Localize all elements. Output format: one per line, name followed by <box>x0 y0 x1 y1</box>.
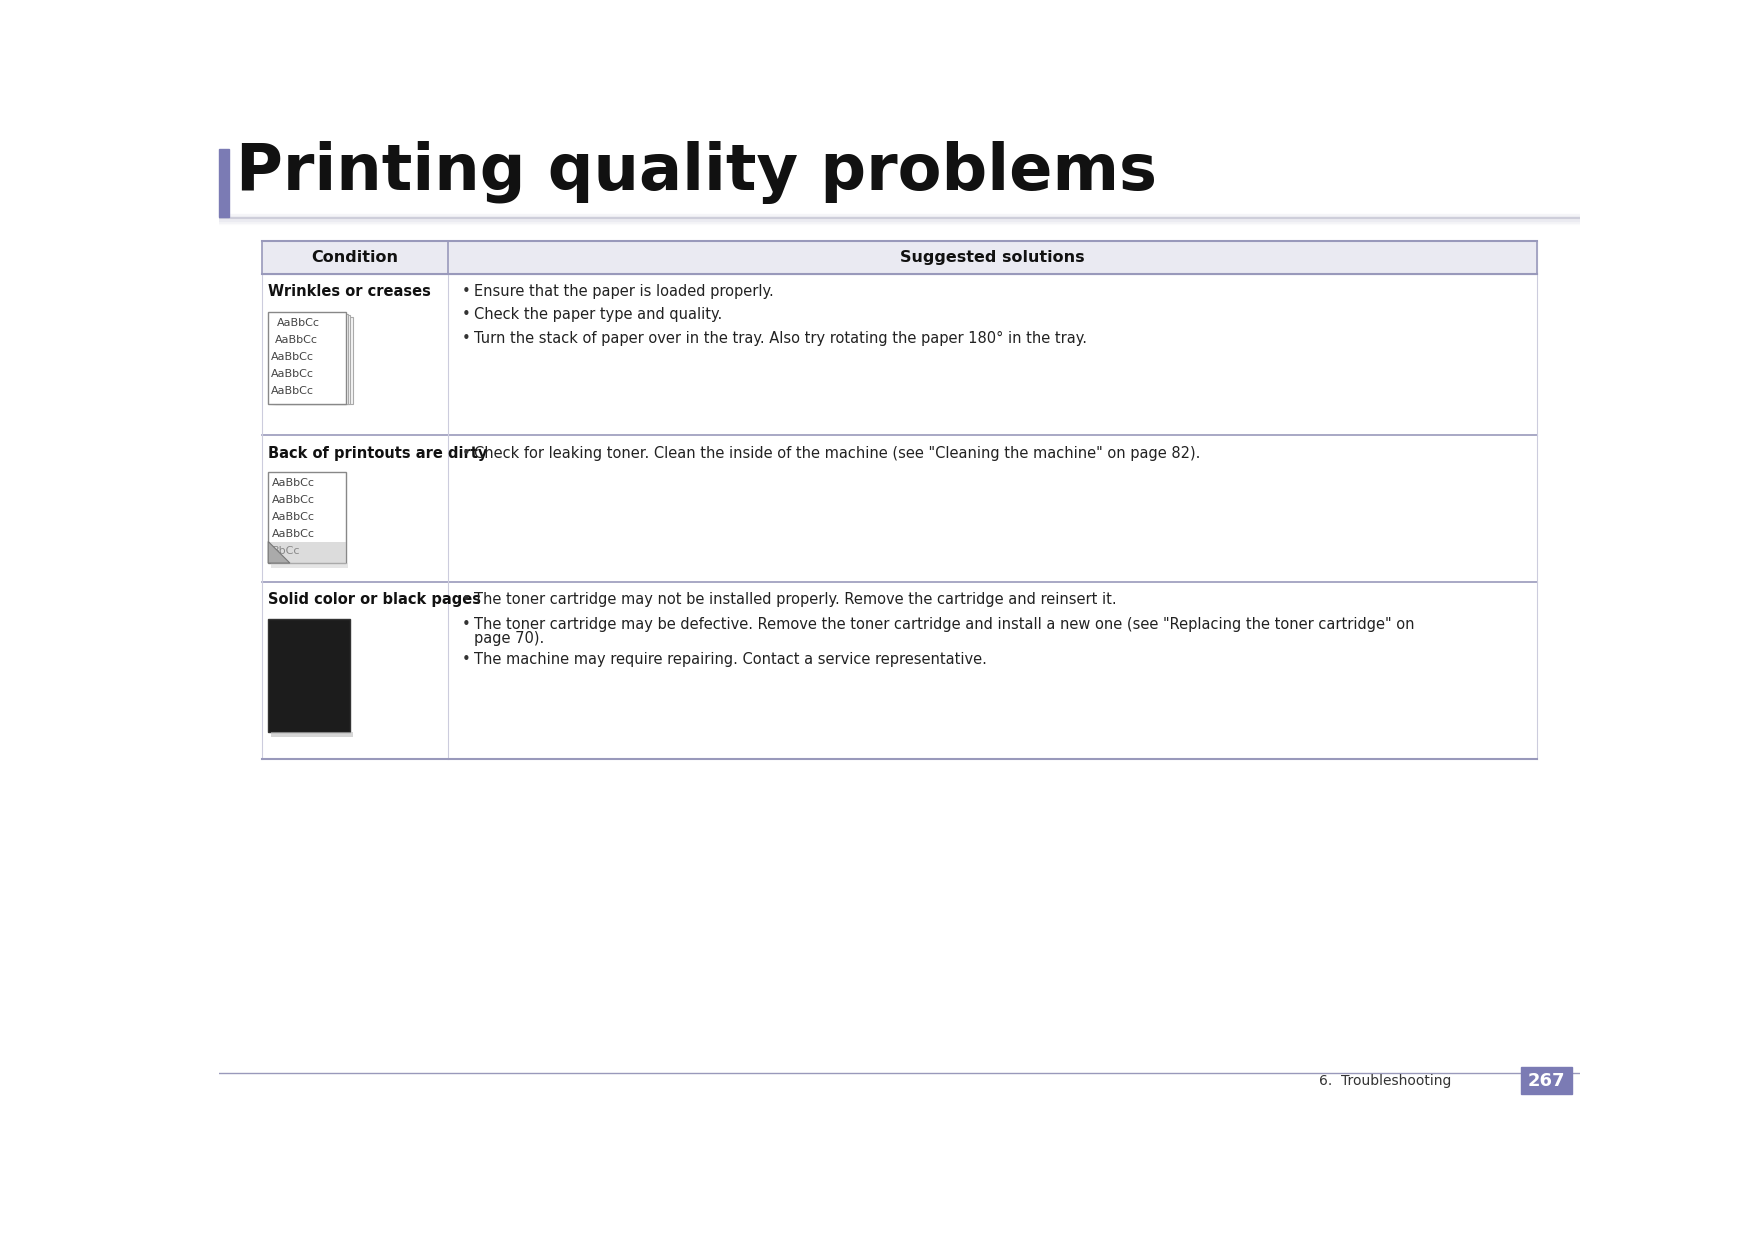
Bar <box>1522 1068 1572 1094</box>
Text: Printing quality problems: Printing quality problems <box>237 141 1158 205</box>
Bar <box>261 242 1537 274</box>
Text: AaBbCc: AaBbCc <box>272 352 314 362</box>
Text: The toner cartridge may be defective. Remove the toner cartridge and install a n: The toner cartridge may be defective. Re… <box>474 618 1415 632</box>
Bar <box>270 314 347 404</box>
Text: AaBbCc: AaBbCc <box>272 386 314 396</box>
Text: AaBbCc: AaBbCc <box>277 319 319 329</box>
Bar <box>270 563 347 568</box>
Text: AaBbCc: AaBbCc <box>272 529 316 539</box>
Text: AaBbCc: AaBbCc <box>276 335 318 345</box>
Text: page 70).: page 70). <box>474 631 544 646</box>
Text: Solid color or black pages: Solid color or black pages <box>269 593 481 608</box>
Text: •: • <box>462 618 470 632</box>
Text: 6.  Troubleshooting: 6. Troubleshooting <box>1320 1074 1451 1087</box>
Text: Wrinkles or creases: Wrinkles or creases <box>269 284 432 299</box>
Text: AaBbCc: AaBbCc <box>272 495 316 506</box>
Text: •: • <box>462 446 470 461</box>
Text: •: • <box>462 652 470 667</box>
Bar <box>276 316 353 404</box>
Bar <box>269 619 349 733</box>
Text: Suggested solutions: Suggested solutions <box>900 250 1085 265</box>
Bar <box>269 472 346 563</box>
Text: •: • <box>462 308 470 322</box>
Bar <box>219 149 228 217</box>
Bar <box>272 315 351 404</box>
Text: The toner cartridge may not be installed properly. Remove the cartridge and rein: The toner cartridge may not be installed… <box>474 593 1116 608</box>
Bar <box>269 312 346 404</box>
Text: The machine may require repairing. Contact a service representative.: The machine may require repairing. Conta… <box>474 652 988 667</box>
Text: •: • <box>462 593 470 608</box>
Text: Turn the stack of paper over in the tray. Also try rotating the paper 180° in th: Turn the stack of paper over in the tray… <box>474 331 1088 346</box>
Text: AaBbCc: AaBbCc <box>272 512 316 522</box>
Text: 267: 267 <box>1529 1071 1565 1090</box>
Text: BbCc: BbCc <box>272 546 300 556</box>
Text: •: • <box>462 284 470 299</box>
Text: Back of printouts are dirty: Back of printouts are dirty <box>269 446 488 461</box>
Text: AaBbCc: AaBbCc <box>272 479 316 489</box>
Bar <box>272 733 353 737</box>
Text: Ensure that the paper is loaded properly.: Ensure that the paper is loaded properly… <box>474 284 774 299</box>
Text: AaBbCc: AaBbCc <box>272 370 314 379</box>
Polygon shape <box>269 542 290 563</box>
Text: Check for leaking toner. Clean the inside of the machine (see "Cleaning the mach: Check for leaking toner. Clean the insid… <box>474 446 1200 461</box>
Text: Condition: Condition <box>311 250 398 265</box>
Text: Check the paper type and quality.: Check the paper type and quality. <box>474 308 723 322</box>
Bar <box>269 542 346 563</box>
Text: •: • <box>462 331 470 346</box>
